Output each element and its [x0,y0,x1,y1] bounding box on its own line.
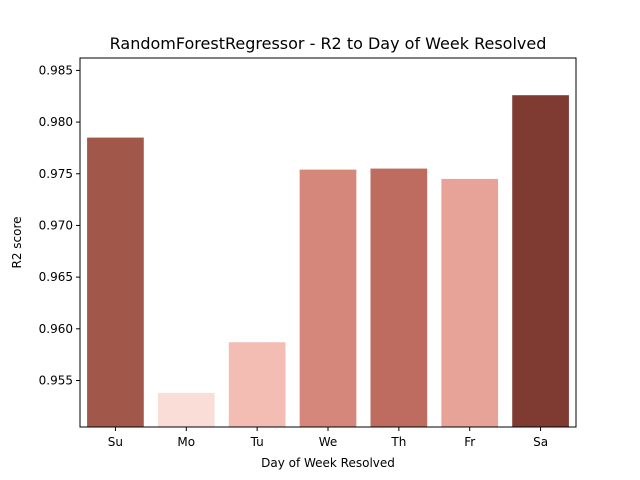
y-tick-label: 0.985 [39,63,73,77]
y-tick-label: 0.975 [39,167,73,181]
x-axis-ticks: Su Mo Tu We Th Fr Sa [108,427,548,449]
y-axis-label: R2 score [10,216,24,268]
plot-area-frame [79,57,577,428]
y-tick-label: 0.980 [39,115,73,129]
bar-sa [512,95,569,427]
x-tick-label: Su [108,435,123,449]
y-tick-label: 0.960 [39,322,73,336]
bar-mo [157,392,215,427]
bar-fr [441,178,499,427]
chart-title: RandomForestRegressor - R2 to Day of Wee… [110,34,547,53]
y-tick-label: 0.970 [39,218,73,232]
x-axis-label: Day of Week Resolved [261,456,395,470]
y-axis-ticks: 0.955 0.960 0.965 0.970 0.975 0.980 0.985 [39,63,80,387]
bar-we [299,169,357,427]
bar-su [87,137,144,427]
x-tick-label: We [319,435,338,449]
y-tick-label: 0.955 [39,373,73,387]
x-tick-label: Mo [177,435,195,449]
x-tick-label: Fr [464,435,475,449]
bar-tu [228,342,286,427]
bars-group [87,95,569,428]
bar-th [370,168,428,428]
x-tick-label: Sa [533,435,548,449]
y-tick-label: 0.965 [39,270,73,284]
x-tick-label: Th [390,435,406,449]
x-tick-label: Tu [250,435,264,449]
